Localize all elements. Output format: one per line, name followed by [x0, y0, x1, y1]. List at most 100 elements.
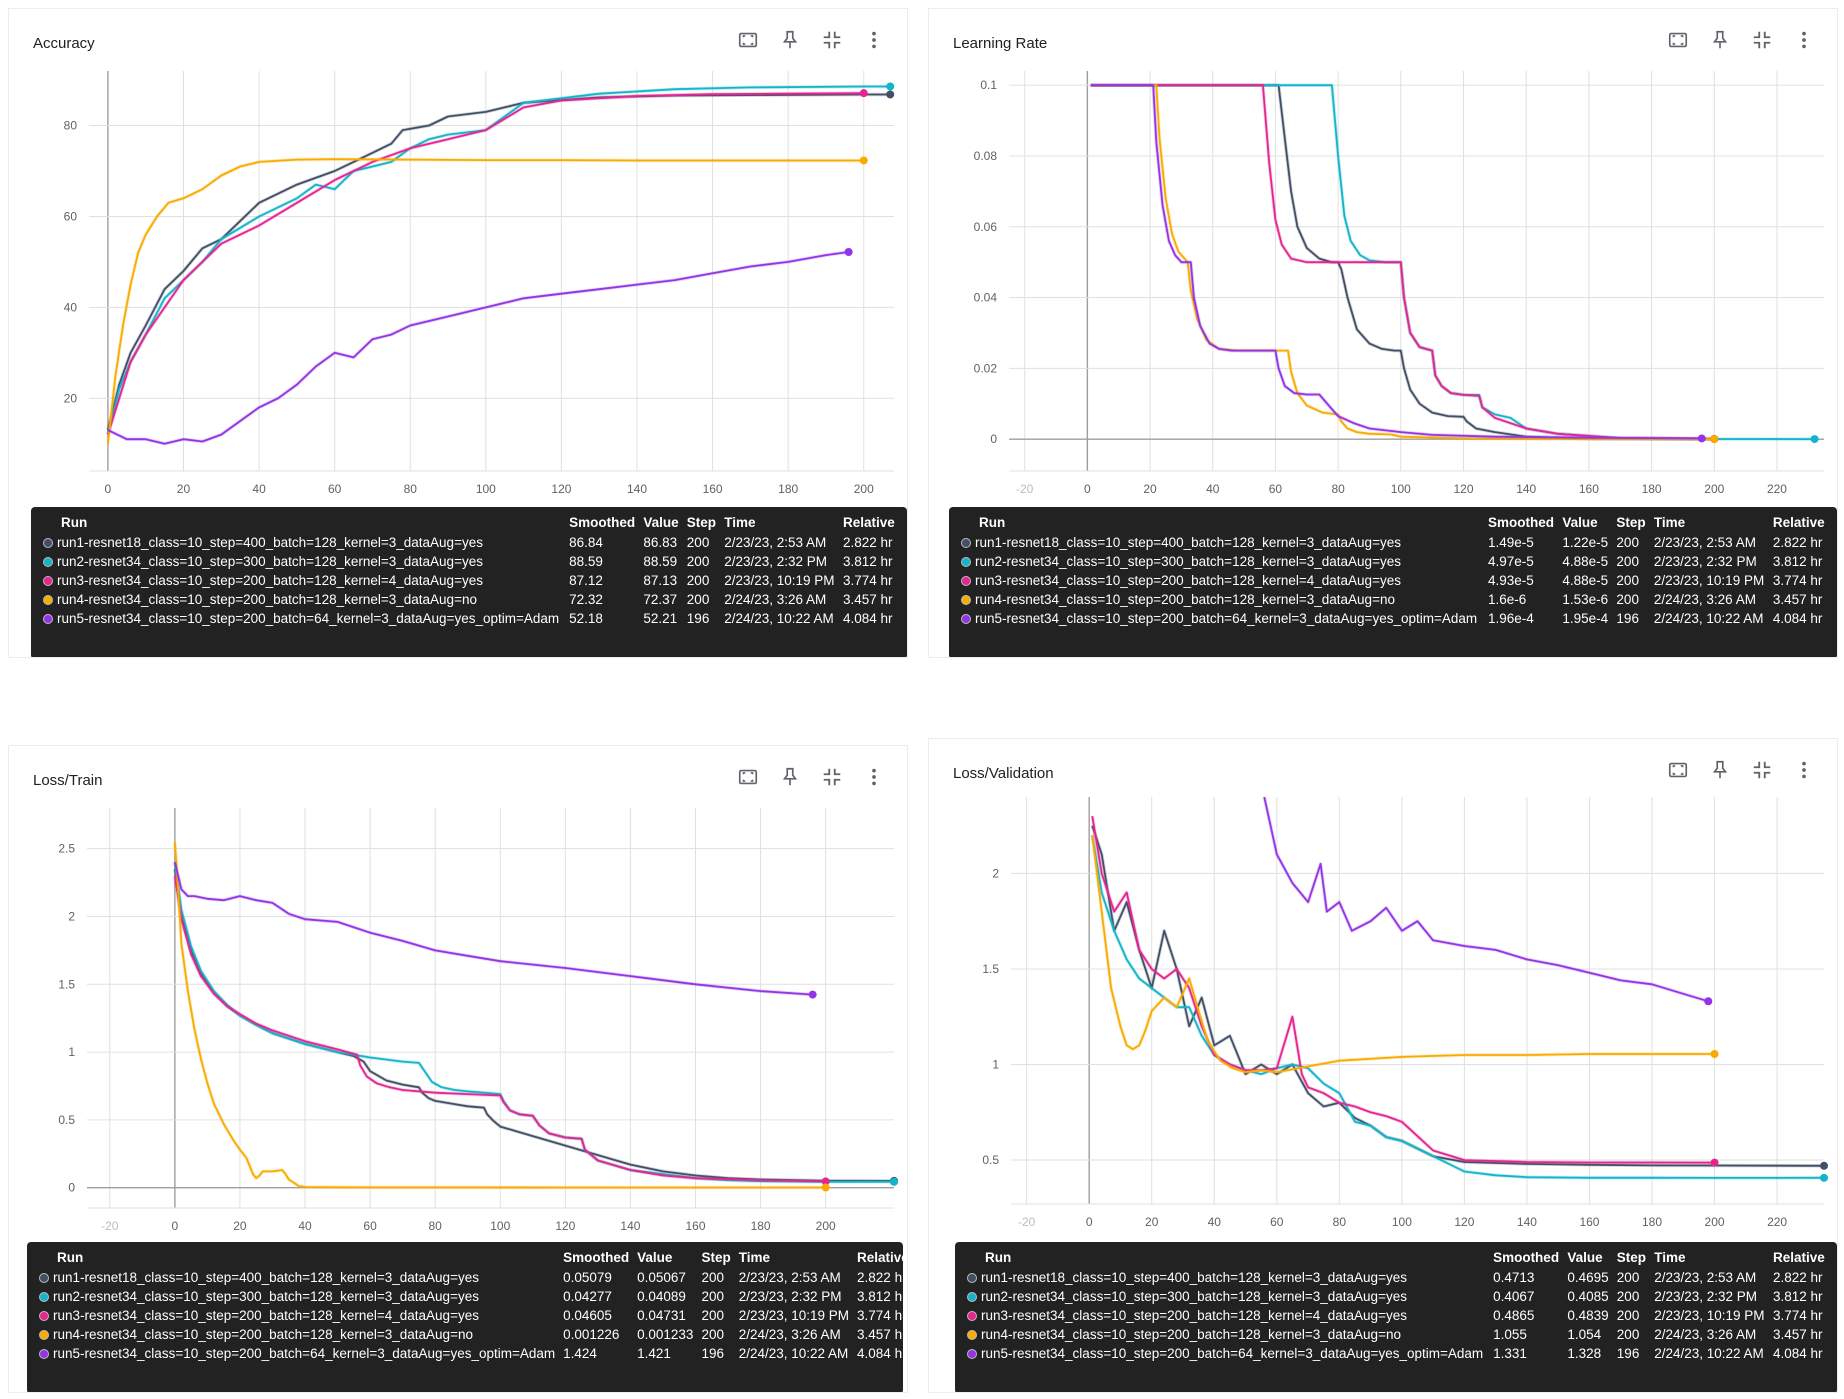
collapse-icon[interactable] — [815, 760, 849, 794]
legend-relative: 3.812 hr — [1772, 1289, 1823, 1304]
legend-row[interactable]: run4-resnet34_class=10_step=200_batch=12… — [39, 590, 899, 609]
legend-row[interactable]: run2-resnet34_class=10_step=300_batch=12… — [963, 1287, 1829, 1306]
legend-row[interactable]: run1-resnet18_class=10_step=400_batch=12… — [963, 1268, 1829, 1287]
legend-row[interactable]: run1-resnet18_class=10_step=400_batch=12… — [35, 1268, 907, 1287]
legend-run-name: run4-resnet34_class=10_step=200_batch=12… — [957, 590, 1484, 609]
legend-run-name: run1-resnet18_class=10_step=400_batch=12… — [39, 533, 565, 552]
x-tick-label: 0 — [172, 1219, 179, 1233]
legend-relative: 2.822 hr — [1772, 1270, 1823, 1285]
collapse-icon[interactable] — [1745, 23, 1779, 57]
legend-relative: 3.812 hr — [857, 1289, 907, 1304]
run-color-swatch — [39, 1311, 49, 1321]
fit-domain-icon[interactable] — [731, 23, 765, 57]
collapse-icon[interactable] — [1745, 753, 1779, 787]
series-end-point — [1710, 1158, 1719, 1167]
legend-step: 200 — [686, 535, 710, 550]
legend-table: Run Smoothed Value Step Time Relative run1-res… — [35, 1248, 907, 1363]
legend-smoothed: 0.4713 — [1493, 1270, 1535, 1285]
series-end-point — [1710, 435, 1719, 444]
legend-relative: 3.812 hr — [842, 554, 893, 569]
legend-row[interactable]: run1-resnet18_class=10_step=400_batch=12… — [957, 533, 1829, 552]
y-tick-label: 60 — [64, 209, 78, 223]
legend-row[interactable]: run3-resnet34_class=10_step=200_batch=12… — [35, 1306, 907, 1325]
y-tick-label: 0.02 — [974, 361, 998, 375]
fit-domain-icon[interactable] — [731, 760, 765, 794]
x-tick-label: 100 — [1391, 482, 1411, 496]
chart-learning-rate: -20 0 20 40 60 80 100 120 140 160 180 200 220 0 0.02 0.… — [974, 71, 1824, 496]
legend-time: 2/23/23, 2:32 PM — [1653, 554, 1757, 569]
pin-icon[interactable] — [773, 23, 807, 57]
legend-smoothed: 1.331 — [1493, 1346, 1527, 1361]
legend-row[interactable]: run5-resnet34_class=10_step=200_batch=64… — [39, 609, 899, 628]
legend-row[interactable]: run3-resnet34_class=10_step=200_batch=12… — [963, 1306, 1829, 1325]
y-tick-label: 20 — [64, 391, 78, 405]
run-color-swatch — [967, 1349, 977, 1359]
legend-row[interactable]: run4-resnet34_class=10_step=200_batch=12… — [957, 590, 1829, 609]
legend-loss-validation: Run Smoothed Value Step Time Relative run1-res… — [955, 1242, 1837, 1392]
legend-step: 200 — [1616, 592, 1639, 607]
x-tick-label: 40 — [1206, 482, 1220, 496]
legend-header-time: Time — [1653, 515, 1686, 530]
fit-domain-icon[interactable] — [1661, 753, 1695, 787]
series-line-run3 — [107, 92, 864, 435]
more-vert-icon[interactable] — [1787, 23, 1821, 57]
legend-run-name: run2-resnet34_class=10_step=300_batch=12… — [39, 552, 565, 571]
legend-row[interactable]: run1-resnet18_class=10_step=400_batch=12… — [39, 533, 899, 552]
legend-time: 2/23/23, 10:19 PM — [1654, 1308, 1765, 1323]
legend-run-name: run2-resnet34_class=10_step=300_batch=12… — [963, 1287, 1489, 1306]
legend-run-name: run3-resnet34_class=10_step=200_batch=12… — [39, 571, 565, 590]
series-end-point — [1810, 435, 1819, 444]
legend-relative: 2.822 hr — [1772, 535, 1823, 550]
x-tick-label: 20 — [1143, 482, 1157, 496]
legend-row[interactable]: run5-resnet34_class=10_step=200_batch=64… — [963, 1344, 1829, 1363]
legend-row[interactable]: run5-resnet34_class=10_step=200_batch=64… — [957, 609, 1829, 628]
x-tick-label: 80 — [1333, 1215, 1347, 1229]
x-tick-label: 140 — [1516, 482, 1536, 496]
x-tick-label: 80 — [404, 482, 418, 496]
legend-step: 200 — [1616, 554, 1639, 569]
x-tick-label: 200 — [854, 482, 874, 496]
legend-step: 200 — [701, 1270, 724, 1285]
legend-header-run: Run — [57, 1250, 84, 1265]
pin-icon[interactable] — [1703, 23, 1737, 57]
legend-row[interactable]: run2-resnet34_class=10_step=300_batch=12… — [39, 552, 899, 571]
collapse-icon[interactable] — [815, 23, 849, 57]
legend-time: 2/23/23, 2:53 AM — [724, 535, 827, 550]
legend-header-value: Value — [637, 1250, 673, 1265]
legend-value: 1.95e-4 — [1562, 611, 1609, 626]
legend-row[interactable]: run3-resnet34_class=10_step=200_batch=12… — [39, 571, 899, 590]
pin-icon[interactable] — [773, 760, 807, 794]
legend-run-name: run2-resnet34_class=10_step=300_batch=12… — [35, 1287, 559, 1306]
legend-row[interactable]: run3-resnet34_class=10_step=200_batch=12… — [957, 571, 1829, 590]
more-vert-icon[interactable] — [1787, 753, 1821, 787]
x-tick-label: -20 — [101, 1219, 119, 1233]
legend-header-run: Run — [979, 515, 1006, 530]
run-color-swatch — [967, 1330, 977, 1340]
legend-relative: 3.457 hr — [1772, 1327, 1823, 1342]
legend-row[interactable]: run4-resnet34_class=10_step=200_batch=12… — [963, 1325, 1829, 1344]
series-line-run2 — [1090, 84, 1815, 441]
legend-run-name: run5-resnet34_class=10_step=200_batch=64… — [963, 1344, 1489, 1363]
legend-value: 0.04089 — [637, 1289, 686, 1304]
x-tick-label: 100 — [490, 1219, 510, 1233]
legend-relative: 3.457 hr — [842, 592, 893, 607]
x-tick-label: 140 — [627, 482, 647, 496]
legend-row[interactable]: run2-resnet34_class=10_step=300_batch=12… — [35, 1287, 907, 1306]
run-color-swatch — [967, 1311, 977, 1321]
legend-row[interactable]: run5-resnet34_class=10_step=200_batch=64… — [35, 1344, 907, 1363]
legend-row[interactable]: run4-resnet34_class=10_step=200_batch=12… — [35, 1325, 907, 1344]
legend-step: 196 — [1616, 611, 1639, 626]
legend-row[interactable]: run2-resnet34_class=10_step=300_batch=12… — [957, 552, 1829, 571]
more-vert-icon[interactable] — [857, 760, 891, 794]
series-raw-line — [1090, 83, 1815, 441]
legend-run-name: run3-resnet34_class=10_step=200_batch=12… — [963, 1306, 1489, 1325]
legend-header-step: Step — [1616, 1250, 1647, 1265]
more-vert-icon[interactable] — [857, 23, 891, 57]
fit-domain-icon[interactable] — [1661, 23, 1695, 57]
series-end-point — [1820, 1161, 1828, 1170]
legend-time: 2/24/23, 3:26 AM — [738, 1327, 841, 1342]
legend-header-run: Run — [985, 1250, 1012, 1265]
pin-icon[interactable] — [1703, 753, 1737, 787]
series-end-point — [1697, 434, 1706, 443]
y-tick-label: 2 — [992, 866, 999, 880]
